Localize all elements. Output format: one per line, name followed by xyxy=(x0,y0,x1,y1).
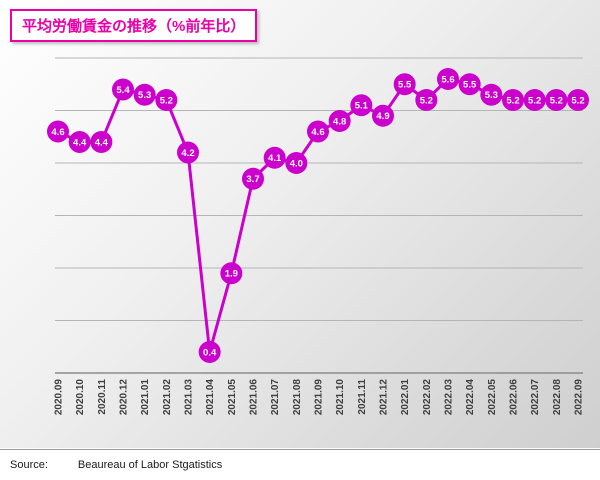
x-tick-label: 2021.09 xyxy=(314,379,325,416)
data-point-value: 4.8 xyxy=(333,116,346,127)
data-point-value: 4.0 xyxy=(290,158,303,169)
data-point-marker xyxy=(177,141,199,164)
data-point-value: 4.1 xyxy=(268,153,282,164)
data-point-value: 5.2 xyxy=(506,95,519,106)
chart-title: 平均労働賃金の推移（%前年比） xyxy=(22,18,246,35)
x-tick-label: 2022.08 xyxy=(552,379,563,416)
x-tick-label: 2021.05 xyxy=(227,379,238,416)
data-point-marker xyxy=(198,341,221,363)
chart-title-box: 平均労働賃金の推移（%前年比） xyxy=(10,9,258,42)
data-point-value: 5.2 xyxy=(160,95,173,106)
x-tick-label: 2021.01 xyxy=(140,379,151,416)
wage-trend-line-chart: 4.6 4.4 4.4 5.4 5.3 5.2 4.2 0.4 1.9 3.7 4.1 4.0 4.6 4… xyxy=(47,57,589,416)
data-point-marker xyxy=(437,68,459,90)
data-point-value: 5.2 xyxy=(571,95,584,106)
data-point-marker xyxy=(567,89,589,111)
data-point-marker xyxy=(220,262,243,285)
data-point-value: 5.2 xyxy=(420,95,433,106)
data-point-marker xyxy=(350,94,373,117)
data-point-marker xyxy=(545,89,568,111)
data-point-value: 4.9 xyxy=(376,111,389,122)
data-point-value: 5.6 xyxy=(441,74,454,85)
source-text: Beaureau of Labor Stgatistics xyxy=(77,459,223,471)
data-point-value: 1.9 xyxy=(225,269,238,280)
data-point-marker xyxy=(458,73,481,96)
x-tick-label: 2022.06 xyxy=(509,379,520,416)
data-point-marker xyxy=(155,89,178,111)
x-tick-label: 2020.10 xyxy=(75,379,86,416)
data-point-value: 4.4 xyxy=(95,137,109,148)
data-point-value: 5.4 xyxy=(116,85,130,96)
x-tick-label: 2021.11 xyxy=(357,379,368,415)
data-point-value: 4.6 xyxy=(51,127,64,138)
x-tick-label: 2020.09 xyxy=(54,379,65,416)
data-point-marker xyxy=(480,83,503,106)
chart-plot-area: 4.6 4.4 4.4 5.4 5.3 5.2 4.2 0.4 1.9 3.7 4.1 4.0 4.6 4… xyxy=(0,0,600,448)
data-point-value: 5.3 xyxy=(138,90,151,101)
data-point-value: 3.7 xyxy=(246,174,259,185)
data-point-marker xyxy=(263,146,286,169)
x-tick-label: 2021.02 xyxy=(162,379,173,416)
x-tick-label: 2022.05 xyxy=(487,379,498,416)
data-point-marker xyxy=(415,89,438,111)
x-tick-label: 2022.07 xyxy=(530,379,541,416)
data-point-marker xyxy=(393,73,416,96)
source-bar: Source: Beaureau of Labor Stgatistics xyxy=(0,449,600,480)
x-tick-label: 2022.09 xyxy=(574,379,585,416)
x-tick-label: 2021.03 xyxy=(184,379,195,416)
data-point-value: 5.5 xyxy=(463,80,477,91)
data-point-marker xyxy=(285,152,308,174)
data-point-value: 5.3 xyxy=(485,90,498,101)
x-tick-label: 2021.04 xyxy=(205,379,216,416)
data-point-value: 5.5 xyxy=(398,80,412,91)
x-tick-label: 2021.10 xyxy=(335,379,346,416)
data-point-marker xyxy=(133,83,156,106)
data-point-marker xyxy=(523,89,546,111)
x-tick-label: 2022.02 xyxy=(422,379,433,416)
data-point-marker xyxy=(47,120,69,143)
x-tick-label: 2022.01 xyxy=(400,379,411,416)
data-point-marker xyxy=(68,131,91,153)
data-point-value: 5.1 xyxy=(355,101,369,112)
x-tick-label: 2021.12 xyxy=(379,379,390,416)
data-point-marker xyxy=(90,131,113,153)
x-tick-label: 2021.08 xyxy=(292,379,303,416)
data-point-marker xyxy=(242,167,264,190)
x-tick-label: 2021.07 xyxy=(270,379,281,416)
data-point-marker xyxy=(328,110,351,132)
data-point-marker xyxy=(372,104,394,127)
data-point-marker xyxy=(307,120,329,143)
data-point-marker xyxy=(112,78,134,101)
x-tick-label: 2022.04 xyxy=(465,379,476,416)
data-point-value: 0.4 xyxy=(203,347,217,358)
data-point-value: 4.4 xyxy=(73,137,87,148)
x-tick-label: 2022.03 xyxy=(444,379,455,416)
x-tick-label: 2020.12 xyxy=(119,379,130,416)
data-point-value: 5.2 xyxy=(528,95,541,106)
x-tick-label: 2020.11 xyxy=(97,379,108,415)
data-point-value: 5.2 xyxy=(550,95,563,106)
source-label: Source: xyxy=(10,459,48,471)
data-point-value: 4.6 xyxy=(311,127,324,138)
x-tick-label: 2021.06 xyxy=(249,379,260,416)
data-point-value: 4.2 xyxy=(181,148,194,159)
data-point-marker xyxy=(502,89,524,111)
